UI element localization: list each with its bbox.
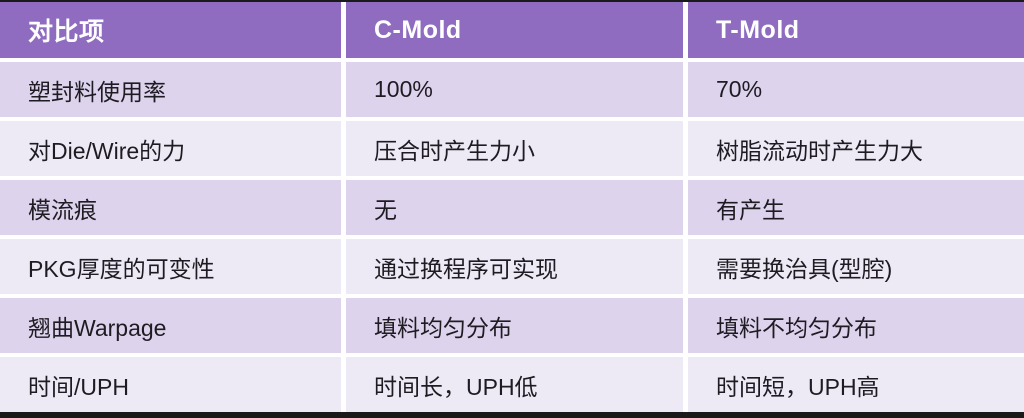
c-mold-cell: 无 bbox=[346, 180, 683, 235]
row-label-cell: 模流痕 bbox=[0, 180, 341, 235]
header-cell-c-mold: C-Mold bbox=[346, 2, 683, 58]
t-mold-cell: 需要换治具(型腔) bbox=[688, 239, 1024, 294]
t-mold-cell: 有产生 bbox=[688, 180, 1024, 235]
t-mold-cell: 70% bbox=[688, 62, 1024, 117]
t-mold-cell: 填料不均匀分布 bbox=[688, 298, 1024, 353]
c-mold-cell: 填料均匀分布 bbox=[346, 298, 683, 353]
c-mold-cell: 100% bbox=[346, 62, 683, 117]
c-mold-cell: 时间长，UPH低 bbox=[346, 357, 683, 412]
row-label-cell: 对Die/Wire的力 bbox=[0, 121, 341, 176]
t-mold-cell: 时间短，UPH高 bbox=[688, 357, 1024, 412]
top-edge-bar bbox=[0, 0, 1024, 2]
row-label-cell: 时间/UPH bbox=[0, 357, 341, 412]
c-mold-cell: 压合时产生力小 bbox=[346, 121, 683, 176]
t-mold-cell: 树脂流动时产生力大 bbox=[688, 121, 1024, 176]
row-label-cell: 翘曲Warpage bbox=[0, 298, 341, 353]
row-label-cell: 塑封料使用率 bbox=[0, 62, 341, 117]
row-label-cell: PKG厚度的可变性 bbox=[0, 239, 341, 294]
header-cell-t-mold: T-Mold bbox=[688, 2, 1024, 58]
bottom-edge-bar bbox=[0, 412, 1024, 418]
header-cell-item: 对比项 bbox=[0, 2, 341, 58]
c-mold-cell: 通过换程序可实现 bbox=[346, 239, 683, 294]
